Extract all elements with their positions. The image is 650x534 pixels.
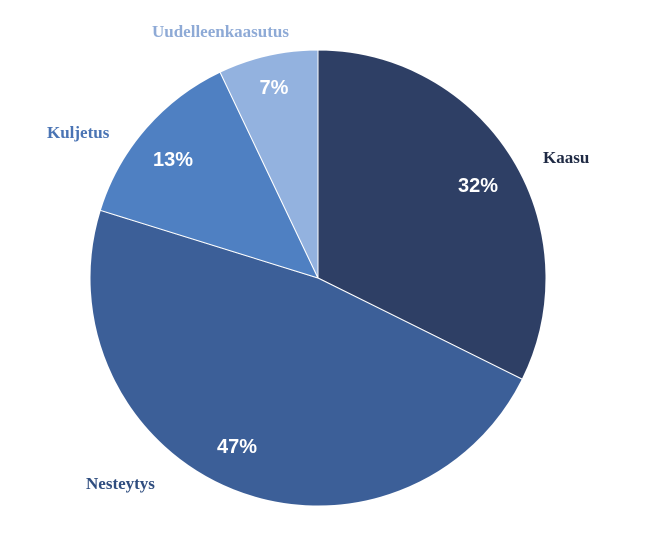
category-label: Uudelleenkaasutus [152,22,289,41]
pie-slice-kaasu [317,49,547,380]
percentage-label: 7% [260,77,289,99]
category-label: Kuljetus [47,123,110,142]
category-label: Kaasu [543,148,589,167]
pie-slice-nesteytys [89,209,523,507]
pie-labels: Kaasu 32% Nesteytys 47% Kuljetus 13% Uudelleen… [47,22,589,493]
pie-slice-kuljetus [99,71,319,279]
pie-slices [89,49,547,507]
pie-slice-uudelleenkaasutus [219,49,319,279]
percentage-label: 47% [217,436,257,458]
percentage-label: 32% [458,175,498,197]
category-label: Nesteytys [86,474,155,493]
percentage-label: 13% [153,149,193,171]
